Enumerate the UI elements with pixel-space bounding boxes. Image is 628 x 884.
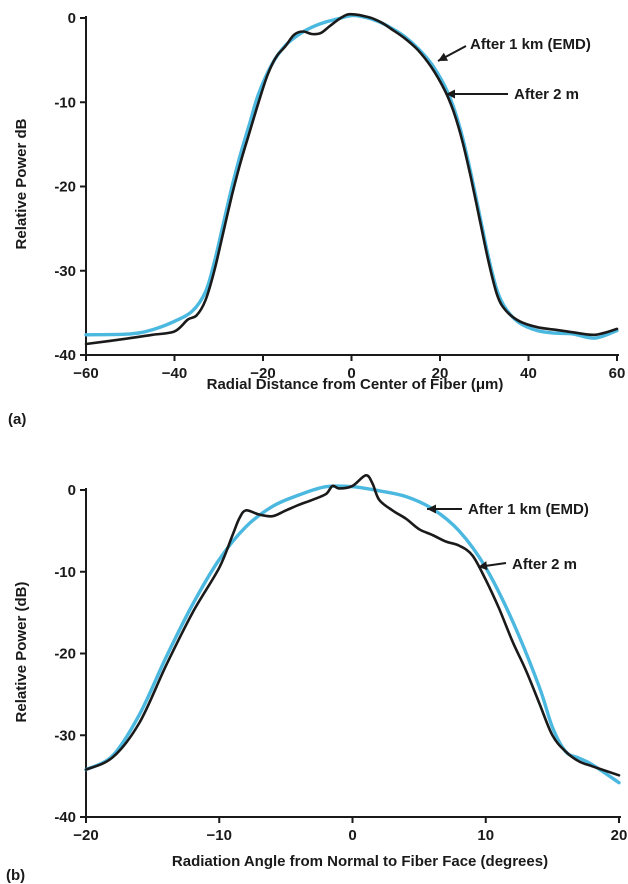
panel-b-series-emd-line	[84, 484, 621, 785]
panel-b-y-tick-label: -10	[54, 564, 76, 581]
panel-b-arrow-2m-head	[478, 561, 488, 571]
panel-a-y-tick-label: -30	[54, 263, 76, 280]
panel-b-xlabel: Radiation Angle from Normal to Fiber Fac…	[172, 853, 548, 870]
panel-a-xlabel: Radial Distance from Center of Fiber (μm…	[207, 376, 504, 393]
panel-b-label: (b)	[6, 867, 25, 884]
panel-a-x-tick-label: 0	[347, 365, 355, 382]
panel-b-series	[84, 474, 621, 785]
panel-a: Relative Power dB Radial Distance from C…	[8, 10, 625, 428]
panel-a-axes: 0 -10 -20 -30 -40−60 −40 −20 0 20 40 60	[54, 10, 625, 382]
panel-b-ylabel: Relative Power (dB)	[13, 582, 30, 723]
panel-a-x-tick-label: 60	[609, 365, 626, 382]
panel-a-annotation-emd: After 1 km (EMD)	[470, 36, 591, 53]
panel-b-axes: 0 -10 -20 -30 -40−20 −10 0 10 20	[54, 482, 627, 844]
panel-b-x-tick-label: −20	[73, 827, 98, 844]
panel-b-x-tick-label: 20	[611, 827, 628, 844]
panel-a-series	[84, 12, 619, 346]
panel-a-ylabel: Relative Power dB	[13, 118, 30, 249]
panel-a-series-emd-line	[84, 13, 619, 340]
panel-b-y-tick-label: -20	[54, 646, 76, 663]
panel-b-y-tick-label: 0	[68, 482, 76, 499]
panel-a-series-2m-line	[84, 12, 619, 346]
panel-b: Relative Power (dB) Radiation Angle from…	[6, 474, 627, 884]
panel-b-x-tick-label: 0	[348, 827, 356, 844]
panel-a-x-tick-label: 40	[520, 365, 537, 382]
panel-a-arrow-2m-head	[446, 89, 455, 99]
panel-b-x-tick-label: 10	[477, 827, 494, 844]
panel-a-arrow-emd-head	[438, 52, 449, 61]
panel-b-annotation-2m: After 2 m	[512, 556, 577, 573]
panel-a-y-tick-label: -40	[54, 347, 76, 364]
panel-a-x-tick-label: 20	[432, 365, 449, 382]
panel-a-x-tick-label: −40	[162, 365, 187, 382]
panel-a-x-tick-label: −60	[73, 365, 98, 382]
panel-b-arrow-emd-head	[427, 504, 436, 514]
panel-a-x-tick-label: −20	[250, 365, 275, 382]
panel-a-label: (a)	[8, 411, 26, 428]
panel-b-series-2m-line	[84, 474, 621, 777]
panel-a-annotation-2m: After 2 m	[514, 86, 579, 103]
panel-a-y-tick-label: 0	[68, 10, 76, 27]
panel-a-y-tick-label: -10	[54, 94, 76, 111]
panel-b-y-tick-label: -40	[54, 809, 76, 826]
panel-b-annotation-emd: After 1 km (EMD)	[468, 501, 589, 518]
panel-b-y-tick-label: -30	[54, 727, 76, 744]
panel-a-y-tick-label: -20	[54, 179, 76, 196]
panel-b-x-tick-label: −10	[207, 827, 232, 844]
